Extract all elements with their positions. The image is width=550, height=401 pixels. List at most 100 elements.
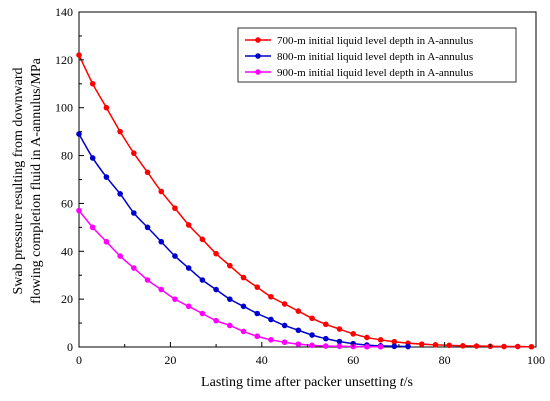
data-point (254, 284, 261, 290)
x-tick-label: 80 (439, 353, 451, 367)
data-point (350, 331, 357, 337)
series-2 (76, 131, 411, 350)
legend-items: 700-m initial liquid level depth in A-an… (245, 35, 473, 79)
series-3 (76, 207, 384, 350)
x-axis-title-variable: t (400, 375, 405, 390)
data-point (432, 342, 439, 348)
data-point (240, 274, 247, 281)
series-line (78, 54, 532, 348)
data-point (336, 326, 343, 332)
legend-label: 900-m initial liquid level depth in A-an… (277, 67, 473, 79)
data-point (281, 322, 288, 329)
data-point (281, 301, 288, 307)
data-point (309, 332, 315, 338)
data-point (158, 238, 165, 245)
data-point (240, 328, 247, 335)
legend-marker (255, 53, 261, 59)
y-axis-title-line1: Swab pressure resulting from downward (11, 67, 26, 294)
data-point (144, 169, 151, 176)
data-point (322, 335, 329, 342)
data-point (295, 327, 302, 334)
data-point (377, 343, 384, 350)
data-point (336, 338, 343, 345)
data-point (117, 128, 123, 135)
y-tick-label: 0 (67, 340, 73, 354)
data-point (254, 310, 261, 317)
legend-marker (255, 37, 261, 43)
data-point (281, 339, 288, 346)
series-line (78, 133, 409, 348)
data-point (185, 222, 192, 228)
data-point (89, 80, 96, 87)
data-point (117, 191, 123, 197)
x-tick-label: 0 (76, 353, 82, 367)
x-tick-label: 40 (256, 353, 268, 367)
data-point (295, 308, 302, 314)
data-point (103, 104, 110, 111)
legend-marker (255, 69, 261, 75)
legend-item: 900-m initial liquid level depth in A-an… (245, 67, 473, 79)
legend-item: 700-m initial liquid level depth in A-an… (245, 35, 473, 47)
x-tick-label: 100 (527, 353, 545, 367)
x-axis-title-suffix: /s (404, 375, 413, 390)
data-point (172, 296, 178, 302)
data-point (501, 343, 507, 350)
data-point (268, 293, 274, 300)
data-point (131, 150, 137, 156)
data-point (131, 265, 137, 271)
data-point (185, 265, 192, 271)
y-tick-label: 40 (61, 244, 73, 258)
data-point (322, 321, 329, 328)
y-tick-label: 80 (61, 149, 73, 163)
legend-box (237, 27, 517, 83)
y-tick-label: 60 (61, 196, 73, 210)
data-point (103, 238, 110, 245)
data-point (405, 343, 411, 350)
legend-item: 800-m initial liquid level depth in A-an… (245, 51, 473, 63)
data-point (144, 277, 151, 283)
data-point (377, 337, 384, 343)
data-point (213, 286, 219, 293)
data-point (172, 253, 178, 259)
data-point (76, 207, 82, 214)
data-point (528, 343, 535, 350)
x-axis-title: Lasting time after packer unsetting t/s (201, 375, 413, 390)
data-point (391, 338, 398, 345)
y-axis-title-line2: flowing completion fluid in A-annulus/MP… (29, 57, 44, 304)
legend-label: 700-m initial liquid level depth in A-an… (277, 35, 473, 47)
data-point (158, 188, 165, 195)
legend: 700-m initial liquid level depth in A-an… (237, 27, 517, 83)
y-tick-label: 20 (61, 292, 73, 306)
axes-layer: 0 20 40 60 80 100 0 20 40 60 80 100 120 140 (55, 5, 545, 367)
data-point (227, 296, 233, 302)
data-point (227, 322, 233, 329)
data-point (240, 303, 247, 310)
series-1 (76, 52, 535, 350)
data-point (213, 250, 219, 257)
data-point (117, 253, 123, 259)
data-point (89, 155, 96, 161)
y-tick-label: 120 (55, 53, 73, 67)
x-tick-label: 60 (347, 353, 359, 367)
data-point (76, 52, 82, 58)
data-point (213, 317, 219, 324)
data-point (199, 236, 206, 243)
data-point (336, 343, 343, 350)
data-point (144, 224, 151, 231)
data-point (268, 337, 274, 343)
data-point (158, 286, 165, 293)
y-tick-label: 100 (55, 101, 73, 115)
data-point (103, 174, 110, 180)
data-point (131, 210, 137, 216)
data-point (76, 131, 82, 137)
data-point (172, 205, 178, 212)
data-point (185, 303, 192, 310)
data-point (268, 316, 274, 323)
data-point (199, 310, 206, 317)
x-axis-title-prefix: Lasting time after packer unsetting (201, 375, 400, 390)
series-layer (76, 52, 535, 350)
data-point (364, 334, 370, 341)
legend-label: 800-m initial liquid level depth in A-an… (277, 51, 473, 63)
y-tick-label: 140 (55, 5, 73, 19)
